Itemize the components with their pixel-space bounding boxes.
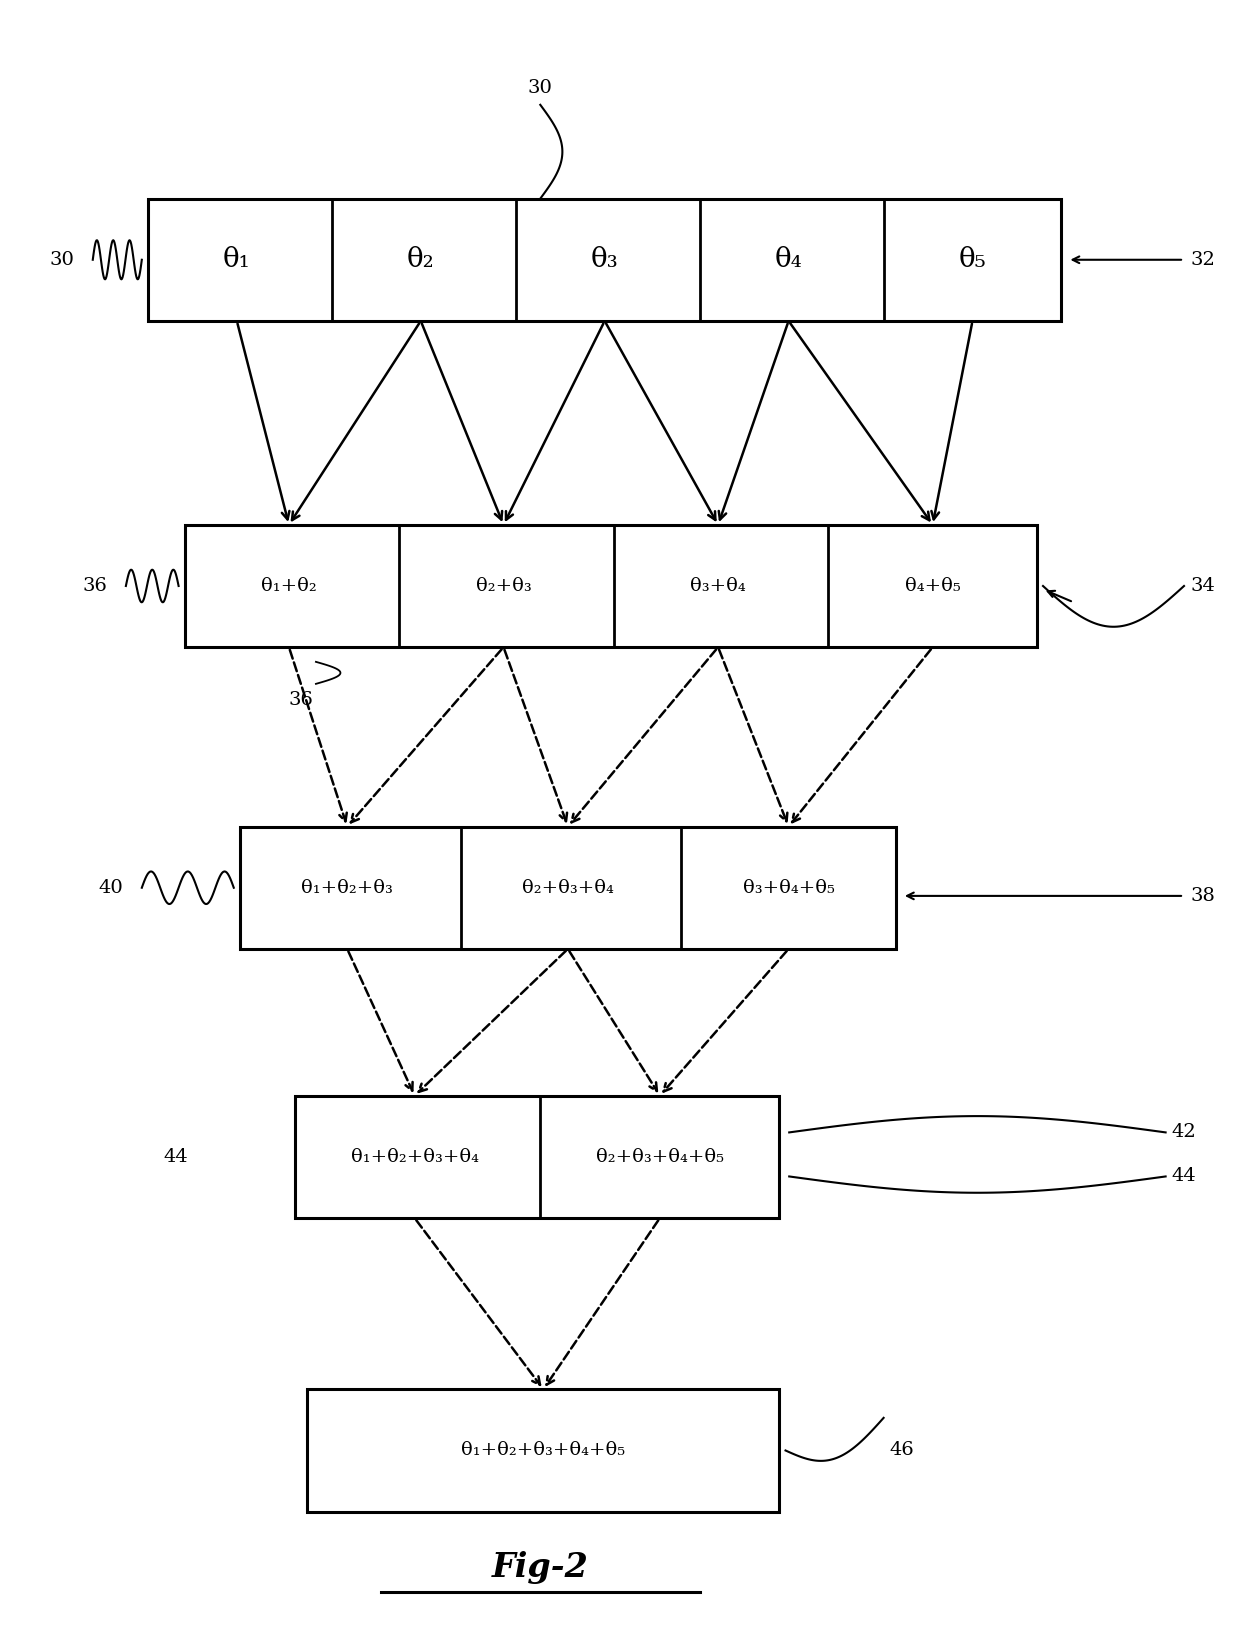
- Text: θ₅: θ₅: [959, 247, 986, 273]
- Text: 44: 44: [164, 1148, 188, 1166]
- Bar: [308, 1390, 780, 1512]
- Bar: [295, 1096, 780, 1217]
- Text: Fig-2: Fig-2: [492, 1551, 589, 1584]
- Text: 40: 40: [99, 878, 124, 897]
- Text: θ₁+θ₂+θ₃+θ₄: θ₁+θ₂+θ₃+θ₄: [351, 1148, 479, 1166]
- Text: 30: 30: [528, 79, 553, 97]
- Text: θ₁+θ₂+θ₃+θ₄+θ₅: θ₁+θ₂+θ₃+θ₄+θ₅: [461, 1441, 625, 1459]
- Text: θ₃: θ₃: [590, 247, 619, 273]
- Text: 34: 34: [1190, 577, 1215, 595]
- Text: θ₄+θ₅: θ₄+θ₅: [905, 577, 961, 595]
- Text: θ₁+θ₂: θ₁+θ₂: [262, 577, 317, 595]
- Text: θ₂+θ₃+θ₄: θ₂+θ₃+θ₄: [522, 878, 614, 897]
- Text: 44: 44: [1172, 1168, 1197, 1186]
- Text: θ₂: θ₂: [407, 247, 435, 273]
- Text: 42: 42: [1172, 1124, 1197, 1142]
- Text: θ₂+θ₃: θ₂+θ₃: [476, 577, 532, 595]
- Text: 38: 38: [1190, 887, 1215, 905]
- Text: 46: 46: [890, 1441, 914, 1459]
- Text: 36: 36: [289, 691, 314, 709]
- Text: θ₄: θ₄: [775, 247, 802, 273]
- Text: θ₃+θ₄: θ₃+θ₄: [691, 577, 746, 595]
- Text: 36: 36: [83, 577, 108, 595]
- Text: θ₃+θ₄+θ₅: θ₃+θ₄+θ₅: [743, 878, 835, 897]
- Text: θ₂+θ₃+θ₄+θ₅: θ₂+θ₃+θ₄+θ₅: [596, 1148, 724, 1166]
- Bar: [185, 525, 1037, 646]
- Bar: [239, 826, 895, 949]
- Bar: [148, 199, 1061, 321]
- Text: θ₁: θ₁: [223, 247, 250, 273]
- Text: 30: 30: [50, 250, 74, 268]
- Text: 32: 32: [1190, 250, 1215, 268]
- Text: θ₁+θ₂+θ₃: θ₁+θ₂+θ₃: [301, 878, 393, 897]
